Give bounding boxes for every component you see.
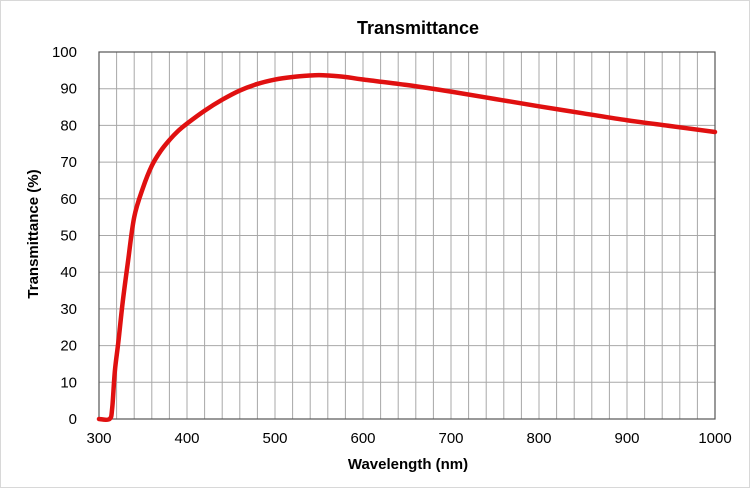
transmittance-series-line: [96, 72, 718, 423]
x-tick-label: 500: [262, 430, 287, 447]
x-tick-label: 800: [526, 430, 551, 447]
y-tick-label: 30: [60, 301, 77, 318]
x-tick-label: 900: [614, 430, 639, 447]
plot-area-border: [98, 51, 716, 420]
y-axis-label: Transmittance (%): [25, 169, 42, 298]
x-tick-label: 400: [174, 430, 199, 447]
y-tick-label: 100: [52, 44, 77, 61]
y-tick-label: 40: [60, 264, 77, 281]
y-tick-label: 80: [60, 117, 77, 134]
y-tick-label: 50: [60, 228, 77, 245]
x-tick-label: 600: [350, 430, 375, 447]
y-tick-label: 10: [60, 374, 77, 391]
x-tick-label: 700: [438, 430, 463, 447]
grid: [99, 51, 715, 419]
axes: [98, 51, 716, 420]
y-tick-label: 70: [60, 154, 77, 171]
tick-labels: 300 400 500 600 700 800 900 1000 0 10 20 30 40 50 60 70…: [52, 44, 732, 447]
y-tick-label: 60: [60, 191, 77, 208]
y-tick-label: 90: [60, 81, 77, 98]
x-axis-label: Wavelength (nm): [348, 456, 468, 473]
x-tick-label: 1000: [698, 430, 731, 447]
chart-title: Transmittance: [357, 18, 479, 38]
y-tick-label: 0: [69, 411, 77, 428]
x-tick-label: 300: [86, 430, 111, 447]
y-tick-label: 20: [60, 338, 77, 355]
